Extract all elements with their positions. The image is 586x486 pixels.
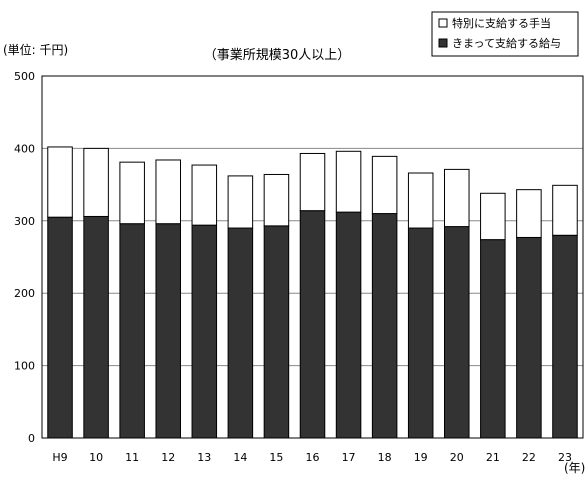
legend-label-special: 特別に支給する手当 [452, 16, 551, 30]
x-tick-label: H9 [52, 451, 67, 464]
bar-segment [371, 155, 398, 215]
x-tick-label: 19 [414, 451, 428, 464]
bar-segment [407, 172, 434, 229]
bar-segment [191, 164, 218, 226]
bar-segment [119, 223, 145, 439]
bar-segment [191, 224, 218, 439]
x-unit-label: (年) [564, 461, 585, 475]
bar-segment [83, 215, 109, 439]
bar-segment [155, 159, 181, 225]
bar-segment [299, 152, 326, 212]
bar-segment [227, 175, 254, 229]
y-tick-label: 0 [28, 432, 35, 445]
x-tick-label: 16 [306, 451, 320, 464]
x-tick-label: 14 [233, 451, 247, 464]
plot-frame [41, 75, 584, 439]
chart-title: （事業所規模30人以上） [204, 47, 351, 63]
bar-segment [480, 192, 506, 241]
bar-layer [47, 146, 578, 439]
y-tick-labels: 0 100 200 300 400 500 [14, 70, 35, 445]
legend: 特別に支給する手当 きまって支給する給与 [431, 11, 579, 57]
x-tick-label: 12 [161, 451, 175, 464]
bar-segment [263, 173, 290, 227]
bar-segment [299, 210, 326, 439]
x-tick-label: 13 [197, 451, 211, 464]
bar-segment [263, 225, 290, 439]
bar-segment [371, 213, 398, 439]
legend-swatch-regular [438, 38, 448, 48]
bar-segment [516, 236, 542, 439]
bar-segment [155, 223, 181, 439]
x-tick-label: 22 [522, 451, 536, 464]
bar-segment [335, 150, 362, 213]
x-tick-label: 23 [558, 451, 572, 464]
y-tick-label: 400 [14, 142, 35, 155]
x-tick-labels: H9 10 11 12 13 14 15 16 17 18 19 20 21 22 23 [52, 451, 572, 464]
y-unit-label: (単位: 千円) [3, 42, 68, 57]
bar-segment [119, 161, 145, 225]
bar-segment [227, 227, 254, 439]
x-tick-label: 20 [450, 451, 464, 464]
y-tick-label: 100 [14, 360, 35, 373]
legend-box [431, 11, 579, 57]
bar-segment [47, 216, 73, 439]
x-tick-label: 11 [125, 451, 139, 464]
bar-segment [407, 227, 434, 439]
x-tick-label: 18 [378, 451, 392, 464]
bar-segment [47, 146, 73, 218]
x-tick-label: 17 [342, 451, 356, 464]
y-tick-label: 200 [14, 287, 35, 300]
x-tick-label: 21 [486, 451, 500, 464]
bar-segment [444, 226, 470, 439]
legend-label-regular: きまって支給する給与 [452, 36, 561, 50]
bar-segment [444, 168, 470, 228]
bar-segment [480, 239, 506, 439]
bar-segment [516, 189, 542, 238]
bar-segment [552, 234, 578, 439]
bar-segment [83, 147, 109, 217]
x-tick-label: 10 [89, 451, 103, 464]
y-tick-label: 500 [14, 70, 35, 83]
bar-segment [335, 211, 362, 439]
bar-segment [552, 184, 578, 236]
legend-swatch-special [438, 18, 448, 28]
y-tick-label: 300 [14, 215, 35, 228]
x-tick-label: 15 [269, 451, 283, 464]
